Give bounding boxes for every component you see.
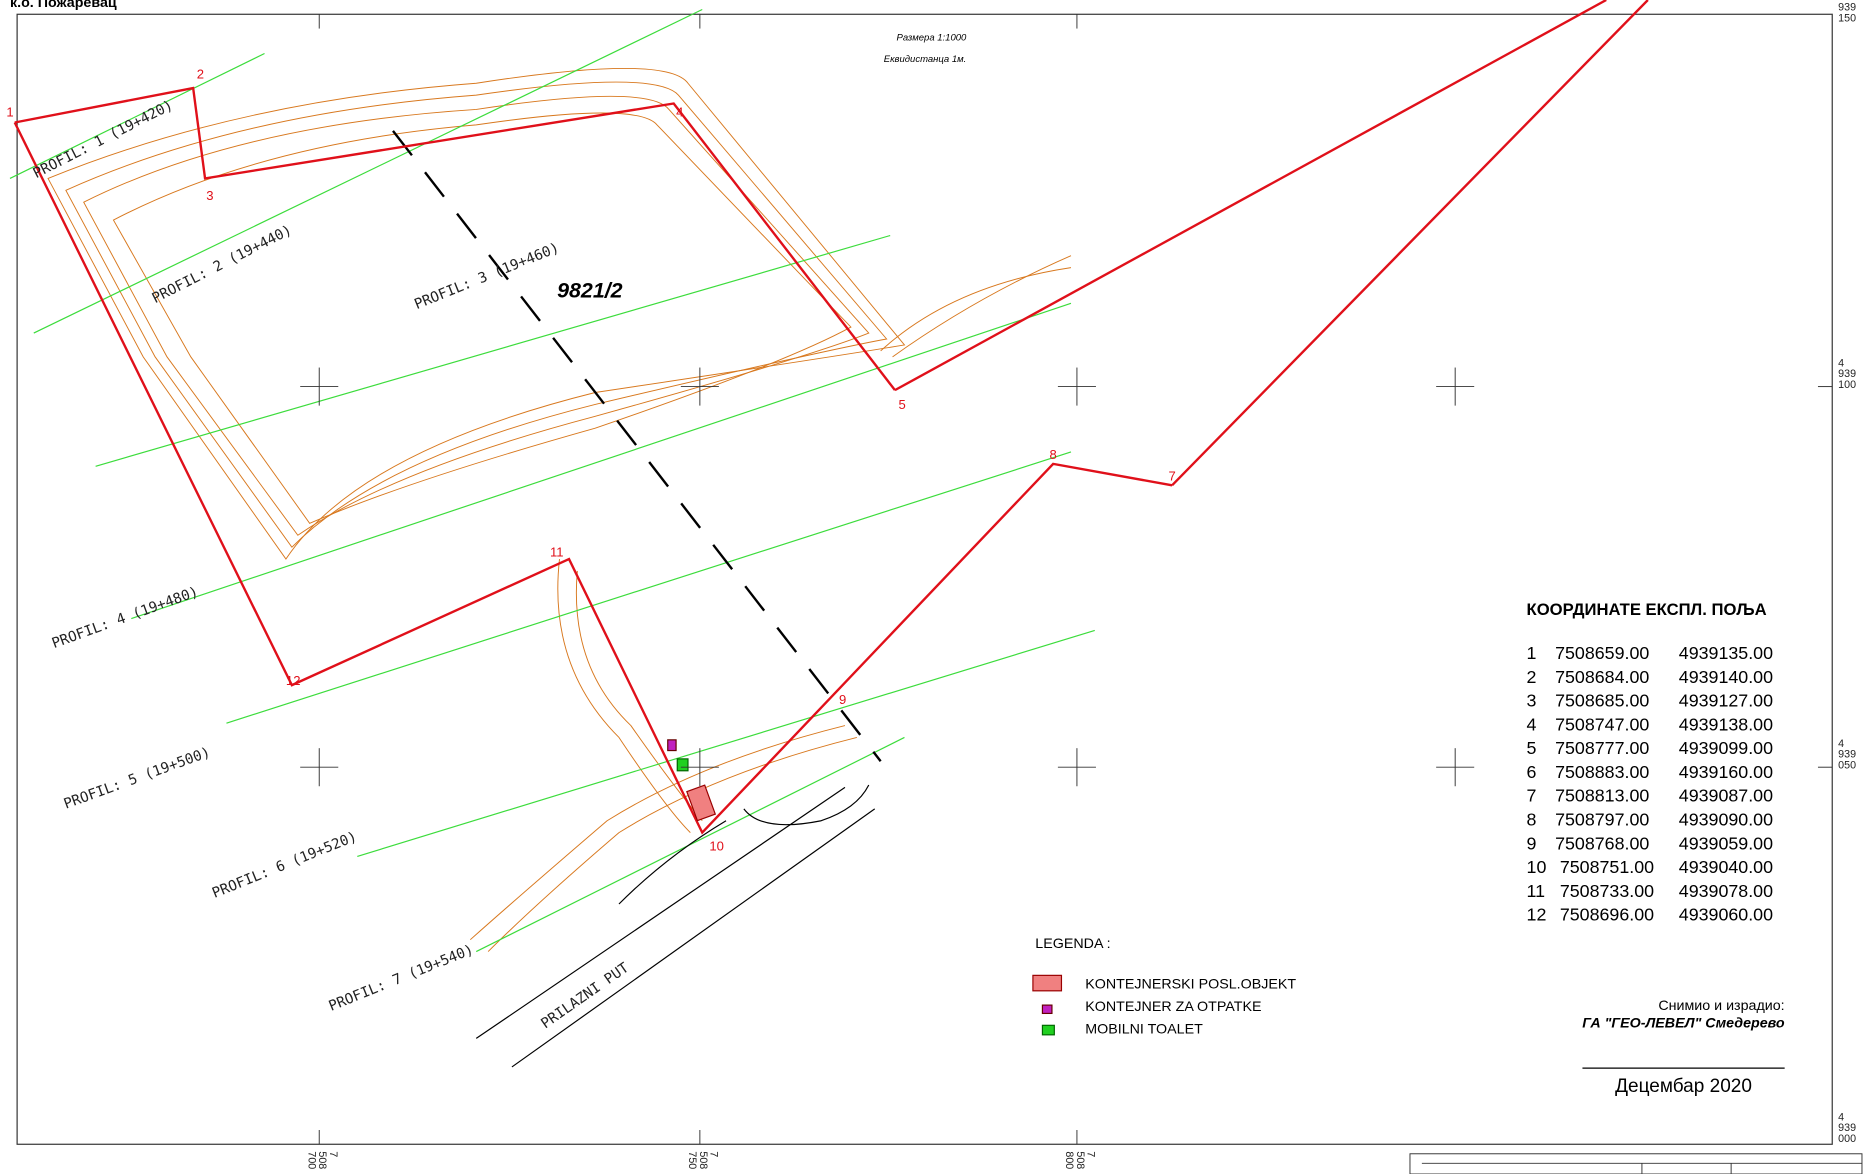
coordinate-cell: 7508684.00 [1555, 667, 1649, 687]
credit-label: Снимио и израдио: [1658, 998, 1784, 1014]
coordinate-cell: 7508747.00 [1555, 714, 1649, 734]
coordinate-cell: 2 [1527, 667, 1537, 687]
point-label: 12 [286, 673, 301, 688]
point-label: 4 [676, 105, 683, 120]
boundary [13, 0, 1649, 835]
grid-label: 939 [1838, 2, 1856, 14]
point-label: 8 [1050, 447, 1057, 462]
coordinate-cell: 4939099.00 [1679, 738, 1773, 758]
coordinate-cell: 7508813.00 [1555, 786, 1649, 806]
coordinate-cell: 4 [1527, 714, 1537, 734]
grid-label: 750 [686, 1151, 698, 1169]
coordinate-cell: 4939060.00 [1679, 905, 1773, 925]
coordinate-cell: 4939135.00 [1679, 643, 1773, 663]
coordinate-cell: 7508751.00 [1560, 857, 1654, 877]
coordinates-title: КООРДИНАТЕ ЕКСПЛ. ПОЉА [1527, 600, 1767, 619]
coordinate-cell: 3 [1527, 691, 1537, 711]
grid-label: 939 [1838, 749, 1856, 761]
legend-title: LEGENDA : [1035, 936, 1110, 952]
grid-label: 508 [697, 1151, 709, 1169]
grid-label: 4 [1838, 0, 1844, 3]
coordinate-cell: 7508768.00 [1555, 833, 1649, 853]
grid-label: 4 [1838, 357, 1844, 369]
legend-item: KONTEJNER ZA OTPATKE [1085, 999, 1261, 1015]
grid-label: 7 [327, 1151, 339, 1157]
coordinate-cell: 7508797.00 [1555, 809, 1649, 829]
coordinate-cell: 6 [1527, 762, 1537, 782]
coordinate-cell: 11 [1527, 881, 1546, 901]
grid-label: 508 [1074, 1151, 1086, 1169]
coordinate-cell: 5 [1527, 738, 1537, 758]
contour-note: Еквидистанца 1м. [884, 54, 967, 65]
coordinate-cell: 4939160.00 [1679, 762, 1773, 782]
grid-label: 939 [1838, 1122, 1856, 1134]
coordinate-cell: 4939078.00 [1679, 881, 1773, 901]
title-block [1409, 1153, 1863, 1174]
point-label: 2 [197, 67, 204, 82]
credit-author: ГА "ГЕО-ЛЕВЕЛ" Смедерево [1582, 1016, 1785, 1032]
coordinate-cell: 4939140.00 [1679, 667, 1773, 687]
grid-label: 7 [1085, 1151, 1097, 1157]
coordinate-cell: 12 [1527, 905, 1547, 925]
coordinate-cell: 4939040.00 [1679, 857, 1773, 877]
point-label: 9 [839, 692, 846, 707]
coordinate-cell: 4939138.00 [1679, 714, 1773, 734]
grid-label: 7 [708, 1151, 720, 1157]
point-label: 10 [709, 838, 724, 853]
frame [16, 13, 1833, 1145]
point-label: 7 [1169, 469, 1176, 484]
date: Децембар 2020 [1615, 1076, 1752, 1097]
coordinate-cell: 4939087.00 [1679, 786, 1773, 806]
point-label: 5 [899, 397, 906, 412]
coordinate-cell: 7508733.00 [1560, 881, 1654, 901]
legend-item: MOBILNI TOALET [1085, 1022, 1203, 1038]
coordinate-cell: 4939090.00 [1679, 809, 1773, 829]
coordinate-cell: 7508883.00 [1555, 762, 1649, 782]
grid-label: 000 [1838, 1133, 1856, 1145]
coordinate-cell: 7508777.00 [1555, 738, 1649, 758]
coordinate-cell: 7508659.00 [1555, 643, 1649, 663]
title: к.о. Пожаревац [10, 0, 117, 11]
legend-swatches [667, 739, 1063, 1036]
coordinate-cell: 4939127.00 [1679, 691, 1773, 711]
coordinate-cell: 7508696.00 [1560, 905, 1654, 925]
coordinate-cell: 7 [1527, 786, 1537, 806]
point-label: 1 [6, 105, 13, 120]
point-label: 3 [206, 188, 213, 203]
contours [47, 67, 1072, 952]
point-label: 11 [550, 545, 564, 560]
grid-label: 4 [1838, 738, 1844, 750]
grid-label: 700 [306, 1151, 318, 1169]
coordinate-cell: 4939059.00 [1679, 833, 1773, 853]
scale-note: Размера 1:1000 [897, 32, 967, 43]
coordinate-cell: 9 [1527, 833, 1537, 853]
coordinate-cell: 7508685.00 [1555, 691, 1649, 711]
coordinate-cell: 10 [1527, 857, 1547, 877]
coordinate-cell: 1 [1527, 643, 1537, 663]
legend-item: KONTEJNERSKI POSL.OBJEKT [1085, 976, 1296, 992]
grid-label: 800 [1063, 1151, 1075, 1169]
grid-label: 100 [1838, 379, 1856, 391]
grid-label: 939 [1838, 368, 1856, 380]
grid-label: 050 [1838, 759, 1856, 771]
road-lines [475, 784, 876, 1068]
parcel-label: 9821/2 [557, 278, 623, 302]
grid-label: 150 [1838, 12, 1856, 24]
grid-label: 508 [316, 1151, 328, 1169]
coordinate-cell: 8 [1527, 809, 1537, 829]
grid-crosses [300, 14, 1833, 1145]
grid-label: 4 [1838, 1111, 1844, 1123]
axis-line [392, 130, 882, 762]
